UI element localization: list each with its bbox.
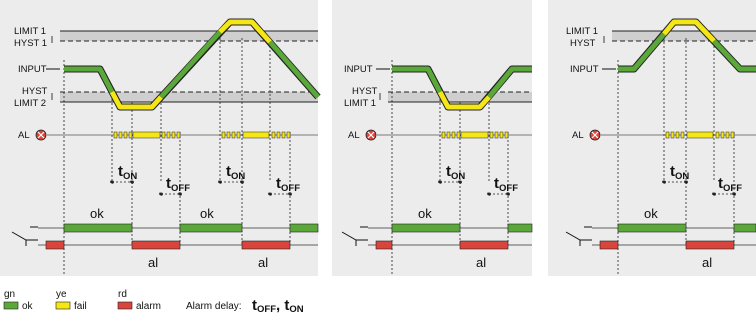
panel-2: INPUT HYST LIMIT 1 AL tON tOFF bbox=[332, 0, 533, 276]
panel-2-al-blinks bbox=[441, 131, 509, 139]
panel-2-lower-band bbox=[388, 92, 532, 102]
panel-3-hyst-label: HYST bbox=[570, 38, 596, 49]
panel-2-al-label-1: al bbox=[476, 255, 486, 270]
panel-2-alarm-icon bbox=[365, 129, 377, 141]
panel-1-input-curve-green-2 bbox=[159, 30, 222, 99]
legend-code-ye: ye bbox=[56, 289, 67, 300]
panel-3-t-off-label: tOFF bbox=[718, 175, 742, 194]
panel-3-ok-bar-2 bbox=[733, 223, 756, 233]
legend-delay-label: Alarm delay: bbox=[186, 301, 242, 312]
panel-2-limit1-label: LIMIT 1 bbox=[344, 98, 376, 109]
panel-2-ok-bar-1 bbox=[391, 223, 461, 233]
panel-3: LIMIT 1 HYST INPUT AL tON tOFF bbox=[548, 0, 756, 276]
panel-2-t-off-label: tOFF bbox=[494, 175, 518, 194]
legend-code-gn: gn bbox=[4, 289, 15, 300]
panel-2-input-label: INPUT bbox=[344, 64, 373, 75]
panel-3-ok-bar-1 bbox=[617, 223, 687, 233]
panel-1-input-label: INPUT bbox=[18, 64, 47, 75]
panel-1-alarm-icon bbox=[35, 129, 47, 141]
panel-1-input-curve-green-3 bbox=[268, 40, 320, 99]
panel-3-al-blinks bbox=[665, 131, 735, 139]
panel-1-ok-bar-2 bbox=[179, 223, 243, 233]
panel-1-al-label-2: al bbox=[258, 255, 268, 270]
legend-label-ok: ok bbox=[22, 301, 34, 312]
panel-1-upper-band bbox=[60, 31, 318, 41]
panel-3-alarm-icon bbox=[589, 129, 601, 141]
panel-2-ok-bar-2 bbox=[507, 223, 533, 233]
panel-1-t-off-label-2: tOFF bbox=[276, 175, 300, 194]
legend-swatch-ok bbox=[3, 301, 19, 310]
legend-label-alarm: alarm bbox=[136, 301, 161, 312]
panel-2-ok-label-1: ok bbox=[418, 206, 432, 221]
panel-1-ok-label-1: ok bbox=[90, 206, 104, 221]
panel-3-input-label: INPUT bbox=[570, 64, 599, 75]
panel-3-limit1-label: LIMIT 1 bbox=[566, 26, 598, 37]
panel-3-ok-label-1: ok bbox=[644, 206, 658, 221]
legend: gn ok ye fail rd alarm Alarm delay: tOFF… bbox=[3, 289, 304, 315]
panel-1-t-on-label-2: tON bbox=[226, 163, 245, 182]
panel-1-al-bar-1 bbox=[131, 240, 181, 250]
panel-1-al-label-1: al bbox=[148, 255, 158, 270]
panel-3-al-label: AL bbox=[572, 130, 584, 141]
panel-2-input-curve-green-2 bbox=[487, 66, 532, 99]
panel-3-al-bar-1 bbox=[685, 240, 735, 250]
panel-3-relay-symbol bbox=[565, 226, 592, 246]
panel-2-al-bar-1 bbox=[459, 240, 509, 250]
panel-1-hyst2-label: HYST bbox=[22, 86, 48, 97]
legend-code-rd: rd bbox=[118, 289, 127, 300]
panel-3-input-curve-yellow bbox=[662, 19, 716, 43]
panel-1-input-curve-green bbox=[64, 66, 115, 94]
panel-1-ok-bar-1 bbox=[63, 223, 133, 233]
panel-3-al-bar-0 bbox=[599, 240, 619, 250]
panel-2-al-label: AL bbox=[348, 130, 360, 141]
panel-1-limit1-label: LIMIT 1 bbox=[14, 26, 46, 37]
legend-swatch-alarm bbox=[117, 301, 133, 310]
panel-1-hyst1-label: HYST 1 bbox=[14, 38, 47, 49]
panel-1-relay-symbol bbox=[11, 226, 38, 246]
panel-1-al-label: AL bbox=[18, 130, 30, 141]
panel-3-t-on-label: tON bbox=[670, 163, 689, 182]
legend-delay-formula: tOFF, tON bbox=[252, 297, 304, 315]
panel-2-input-curve-green bbox=[392, 66, 443, 94]
panel-2-relay-symbol bbox=[341, 226, 368, 246]
panel-1-input-curve-yellow bbox=[109, 90, 163, 110]
panel-1-ok-label-2: ok bbox=[200, 206, 214, 221]
panel-1-input-curve-yellow-2 bbox=[218, 19, 272, 44]
panel-1: LIMIT 1 HYST 1 INPUT HYST LIMIT 2 AL bbox=[0, 0, 321, 276]
panel-3-input-curve-green bbox=[618, 32, 666, 72]
panel-1-t-on-label: tON bbox=[118, 163, 137, 182]
panel-1-lower-band bbox=[60, 92, 318, 102]
panel-3-input-curve-green-2 bbox=[712, 39, 756, 72]
legend-label-fail: fail bbox=[74, 301, 87, 312]
panel-3-upper-band bbox=[612, 31, 756, 41]
panel-1-al-bar-2 bbox=[241, 240, 291, 250]
panel-1-limit2-label: LIMIT 2 bbox=[14, 98, 46, 109]
panel-1-t-off-label: tOFF bbox=[166, 175, 190, 194]
panel-3-al-label-1: al bbox=[702, 255, 712, 270]
panel-1-al-blinks bbox=[113, 131, 291, 139]
panel-1-al-bar-0 bbox=[45, 240, 65, 250]
panel-2-t-on-label: tON bbox=[446, 163, 465, 182]
legend-swatch-fail bbox=[55, 301, 71, 310]
panel-2-al-bar-0 bbox=[375, 240, 393, 250]
panel-2-hyst-label: HYST bbox=[352, 86, 378, 97]
panel-1-ok-bar-3 bbox=[289, 223, 319, 233]
panel-2-input-curve-yellow bbox=[437, 90, 491, 110]
